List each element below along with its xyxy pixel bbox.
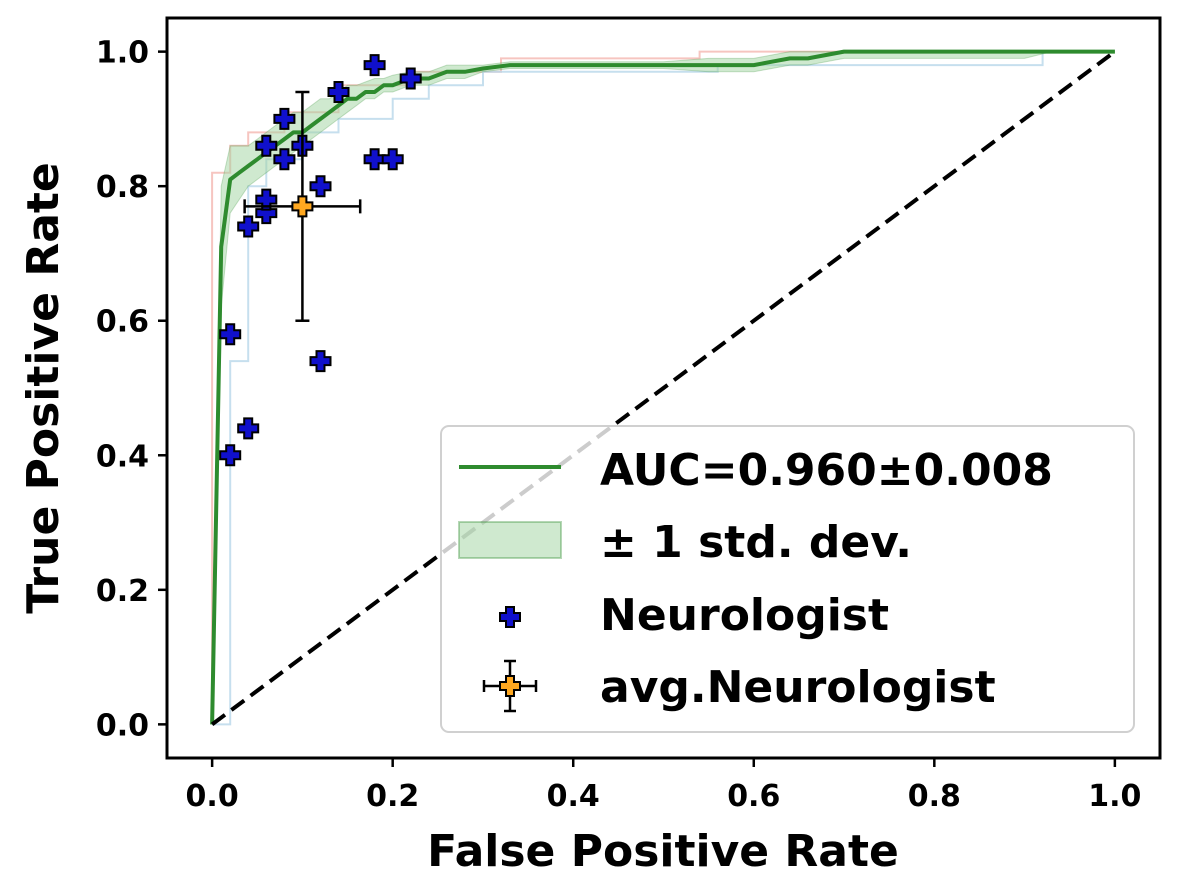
legend: AUC=0.960±0.008 ± 1 std. dev. Neurologis… [440, 425, 1135, 733]
neurologist-point-13 [327, 81, 350, 103]
neurologist-point-17 [399, 67, 422, 90]
neurologist-point-7 [255, 134, 278, 157]
x-tick-label: 0.6 [727, 779, 780, 814]
neurologist-point-15 [363, 148, 386, 171]
plot-frame [165, 16, 1162, 760]
legend-std-band-label: ± 1 std. dev. [600, 517, 912, 568]
plot-area [210, 49, 1117, 726]
legend-avg-neurologist-label: avg.Neurologist [600, 662, 996, 713]
y-tick-label: 0.4 [96, 439, 149, 474]
y-tick-label: 0.6 [96, 305, 149, 340]
avg-neurologist-point [291, 195, 314, 218]
neurologist-point-3 [219, 323, 242, 346]
y-axis-ticks: 0.0 0.2 0.4 0.6 0.8 1.0 [96, 36, 167, 743]
y-tick-label: 1.0 [96, 36, 149, 71]
x-tick-label: 1.0 [1088, 779, 1141, 814]
chance-line [210, 50, 1117, 726]
neurologist-point-2 [237, 417, 260, 440]
neurologist-point-9 [273, 107, 296, 130]
avg-neurologist [243, 90, 362, 322]
neurologist-point-1 [219, 444, 242, 467]
legend-mean-roc-label: AUC=0.960±0.008 [600, 445, 1053, 496]
legend-neurologist-swatch [499, 606, 521, 628]
neurologist-point-6 [255, 188, 278, 211]
y-tick-label: 0.2 [96, 574, 149, 609]
y-tick-label: 0.0 [96, 708, 149, 743]
legend-std-band-swatch [458, 521, 562, 559]
neurologist-point-14 [363, 54, 386, 77]
x-tick-label: 0.2 [366, 779, 419, 814]
y-tick-label: 0.8 [96, 170, 149, 205]
y-axis-label: True Positive Rate [18, 162, 69, 614]
x-tick-label: 0.8 [908, 779, 961, 814]
neurologist-point-16 [381, 148, 404, 171]
legend-box [440, 425, 1135, 733]
x-tick-label: 0.0 [186, 779, 239, 814]
neurologist-point-4 [237, 215, 260, 238]
x-axis-ticks: 0.0 0.2 0.4 0.6 0.8 1.0 [186, 758, 1141, 814]
legend-avg-neurologist-swatch [482, 659, 538, 713]
x-tick-label: 0.4 [547, 779, 600, 814]
neurologist-points [219, 54, 422, 467]
chance-diagonal [210, 50, 1117, 726]
legend-neurologist-label: Neurologist [600, 590, 889, 641]
x-axis-label: False Positive Rate [427, 826, 899, 877]
neurologist-point-11 [309, 175, 332, 198]
neurologist-point-12 [309, 350, 332, 373]
neurologist-point-8 [273, 148, 296, 171]
